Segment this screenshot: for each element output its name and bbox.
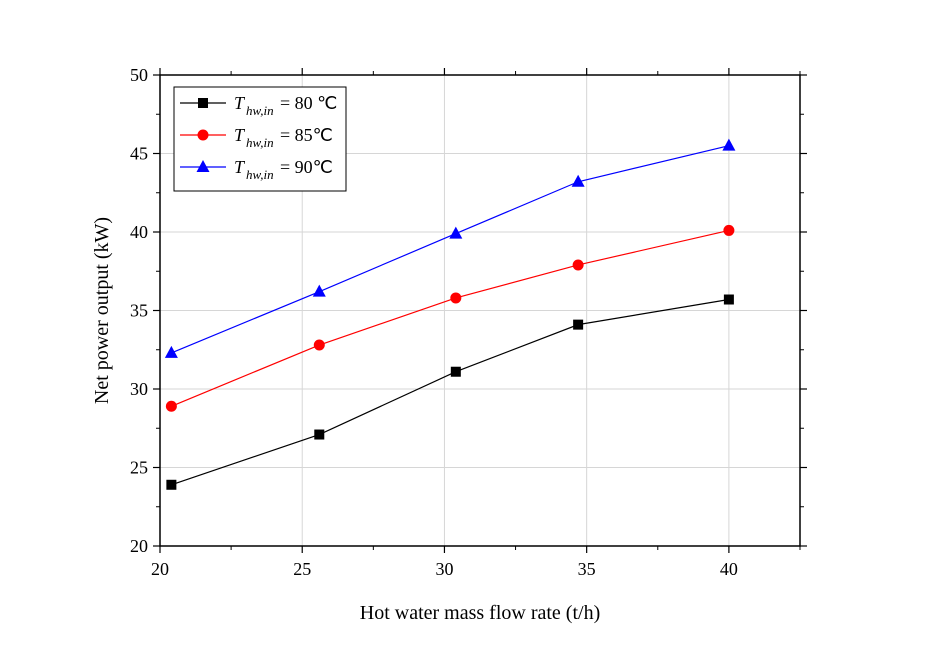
- legend-label-value: = 80 ℃: [280, 93, 337, 113]
- y-tick-label: 20: [130, 536, 148, 556]
- y-axis-title: Net power output (kW): [91, 217, 113, 404]
- x-tick-label: 40: [720, 559, 738, 579]
- y-tick-label: 25: [130, 458, 148, 478]
- y-tick-label: 35: [130, 301, 148, 321]
- data-point: [314, 429, 325, 440]
- data-point: [722, 138, 736, 151]
- x-axis-title: Hot water mass flow rate (t/h): [360, 602, 600, 624]
- series-3: [164, 138, 736, 358]
- tick-labels: 20 25 30 35 40 20 25 30 35 40 45 50: [130, 65, 738, 579]
- legend-label-subscript: hw,in: [246, 167, 274, 182]
- series-layer: [164, 138, 736, 490]
- data-point: [723, 224, 735, 236]
- data-point: [165, 400, 177, 412]
- legend-label-symbol: T: [234, 157, 246, 177]
- legend-label-value: = 90℃: [280, 157, 333, 177]
- legend-label-subscript: hw,in: [246, 103, 274, 118]
- series-line: [171, 298, 729, 486]
- legend-label-symbol: T: [234, 125, 246, 145]
- y-tick-label: 50: [130, 65, 148, 85]
- series-2: [165, 224, 735, 412]
- x-tick-label: 25: [293, 559, 311, 579]
- y-tick-label: 40: [130, 222, 148, 242]
- x-tick-label: 35: [578, 559, 596, 579]
- legend-marker: [197, 129, 209, 141]
- legend-label-symbol: T: [234, 93, 246, 113]
- y-tick-label: 30: [130, 379, 148, 399]
- data-point: [572, 259, 584, 271]
- legend-label-subscript: hw,in: [246, 135, 274, 150]
- data-point: [450, 366, 461, 377]
- data-point: [164, 345, 178, 358]
- series-1: [166, 294, 734, 490]
- data-point: [450, 292, 462, 304]
- x-tick-label: 30: [435, 559, 453, 579]
- y-tick-label: 45: [130, 144, 148, 164]
- data-point: [449, 226, 463, 239]
- legend-marker: [198, 98, 208, 108]
- axis-ticks: [153, 68, 807, 553]
- data-point: [166, 479, 177, 490]
- data-point: [571, 174, 585, 187]
- x-tick-label: 20: [151, 559, 169, 579]
- data-point: [573, 319, 584, 330]
- data-point: [313, 339, 325, 351]
- data-point: [312, 284, 326, 297]
- legend-marker: [196, 160, 210, 172]
- legend-label-value: = 85℃: [280, 125, 333, 145]
- data-point: [723, 294, 734, 305]
- grid-lines: [160, 75, 800, 546]
